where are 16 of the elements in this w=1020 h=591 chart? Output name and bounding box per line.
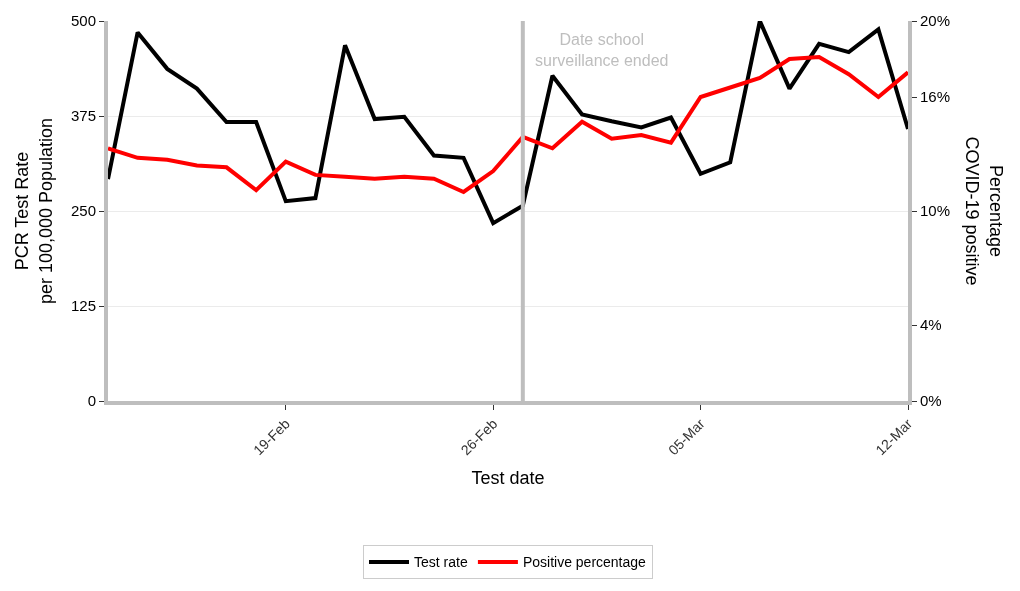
y-tick-label: 0 <box>87 392 96 410</box>
y-tick-label: 125 <box>70 297 96 315</box>
y2-tick-label: 10% <box>920 202 951 220</box>
y2-axis-title: Percentage COVID-19 positive <box>962 136 1006 286</box>
legend-label: Test rate <box>414 554 468 571</box>
y2-tick-label: 16% <box>920 88 951 106</box>
y2-tick-label: 0% <box>920 392 942 410</box>
y2-tick-label: 4% <box>920 316 942 334</box>
y2-tick-label: 20% <box>920 12 951 30</box>
y-axis-title: PCR Test Rate per 100,000 Population <box>12 117 56 305</box>
y-tick-label: 500 <box>70 12 96 30</box>
y-tick-label: 250 <box>70 202 96 220</box>
legend-label: Positive percentage <box>522 554 647 571</box>
y-tick-label: 375 <box>70 107 96 125</box>
ref-line-label: Date school surveillance ended <box>535 31 669 69</box>
x-axis-title: Test date <box>471 467 545 488</box>
